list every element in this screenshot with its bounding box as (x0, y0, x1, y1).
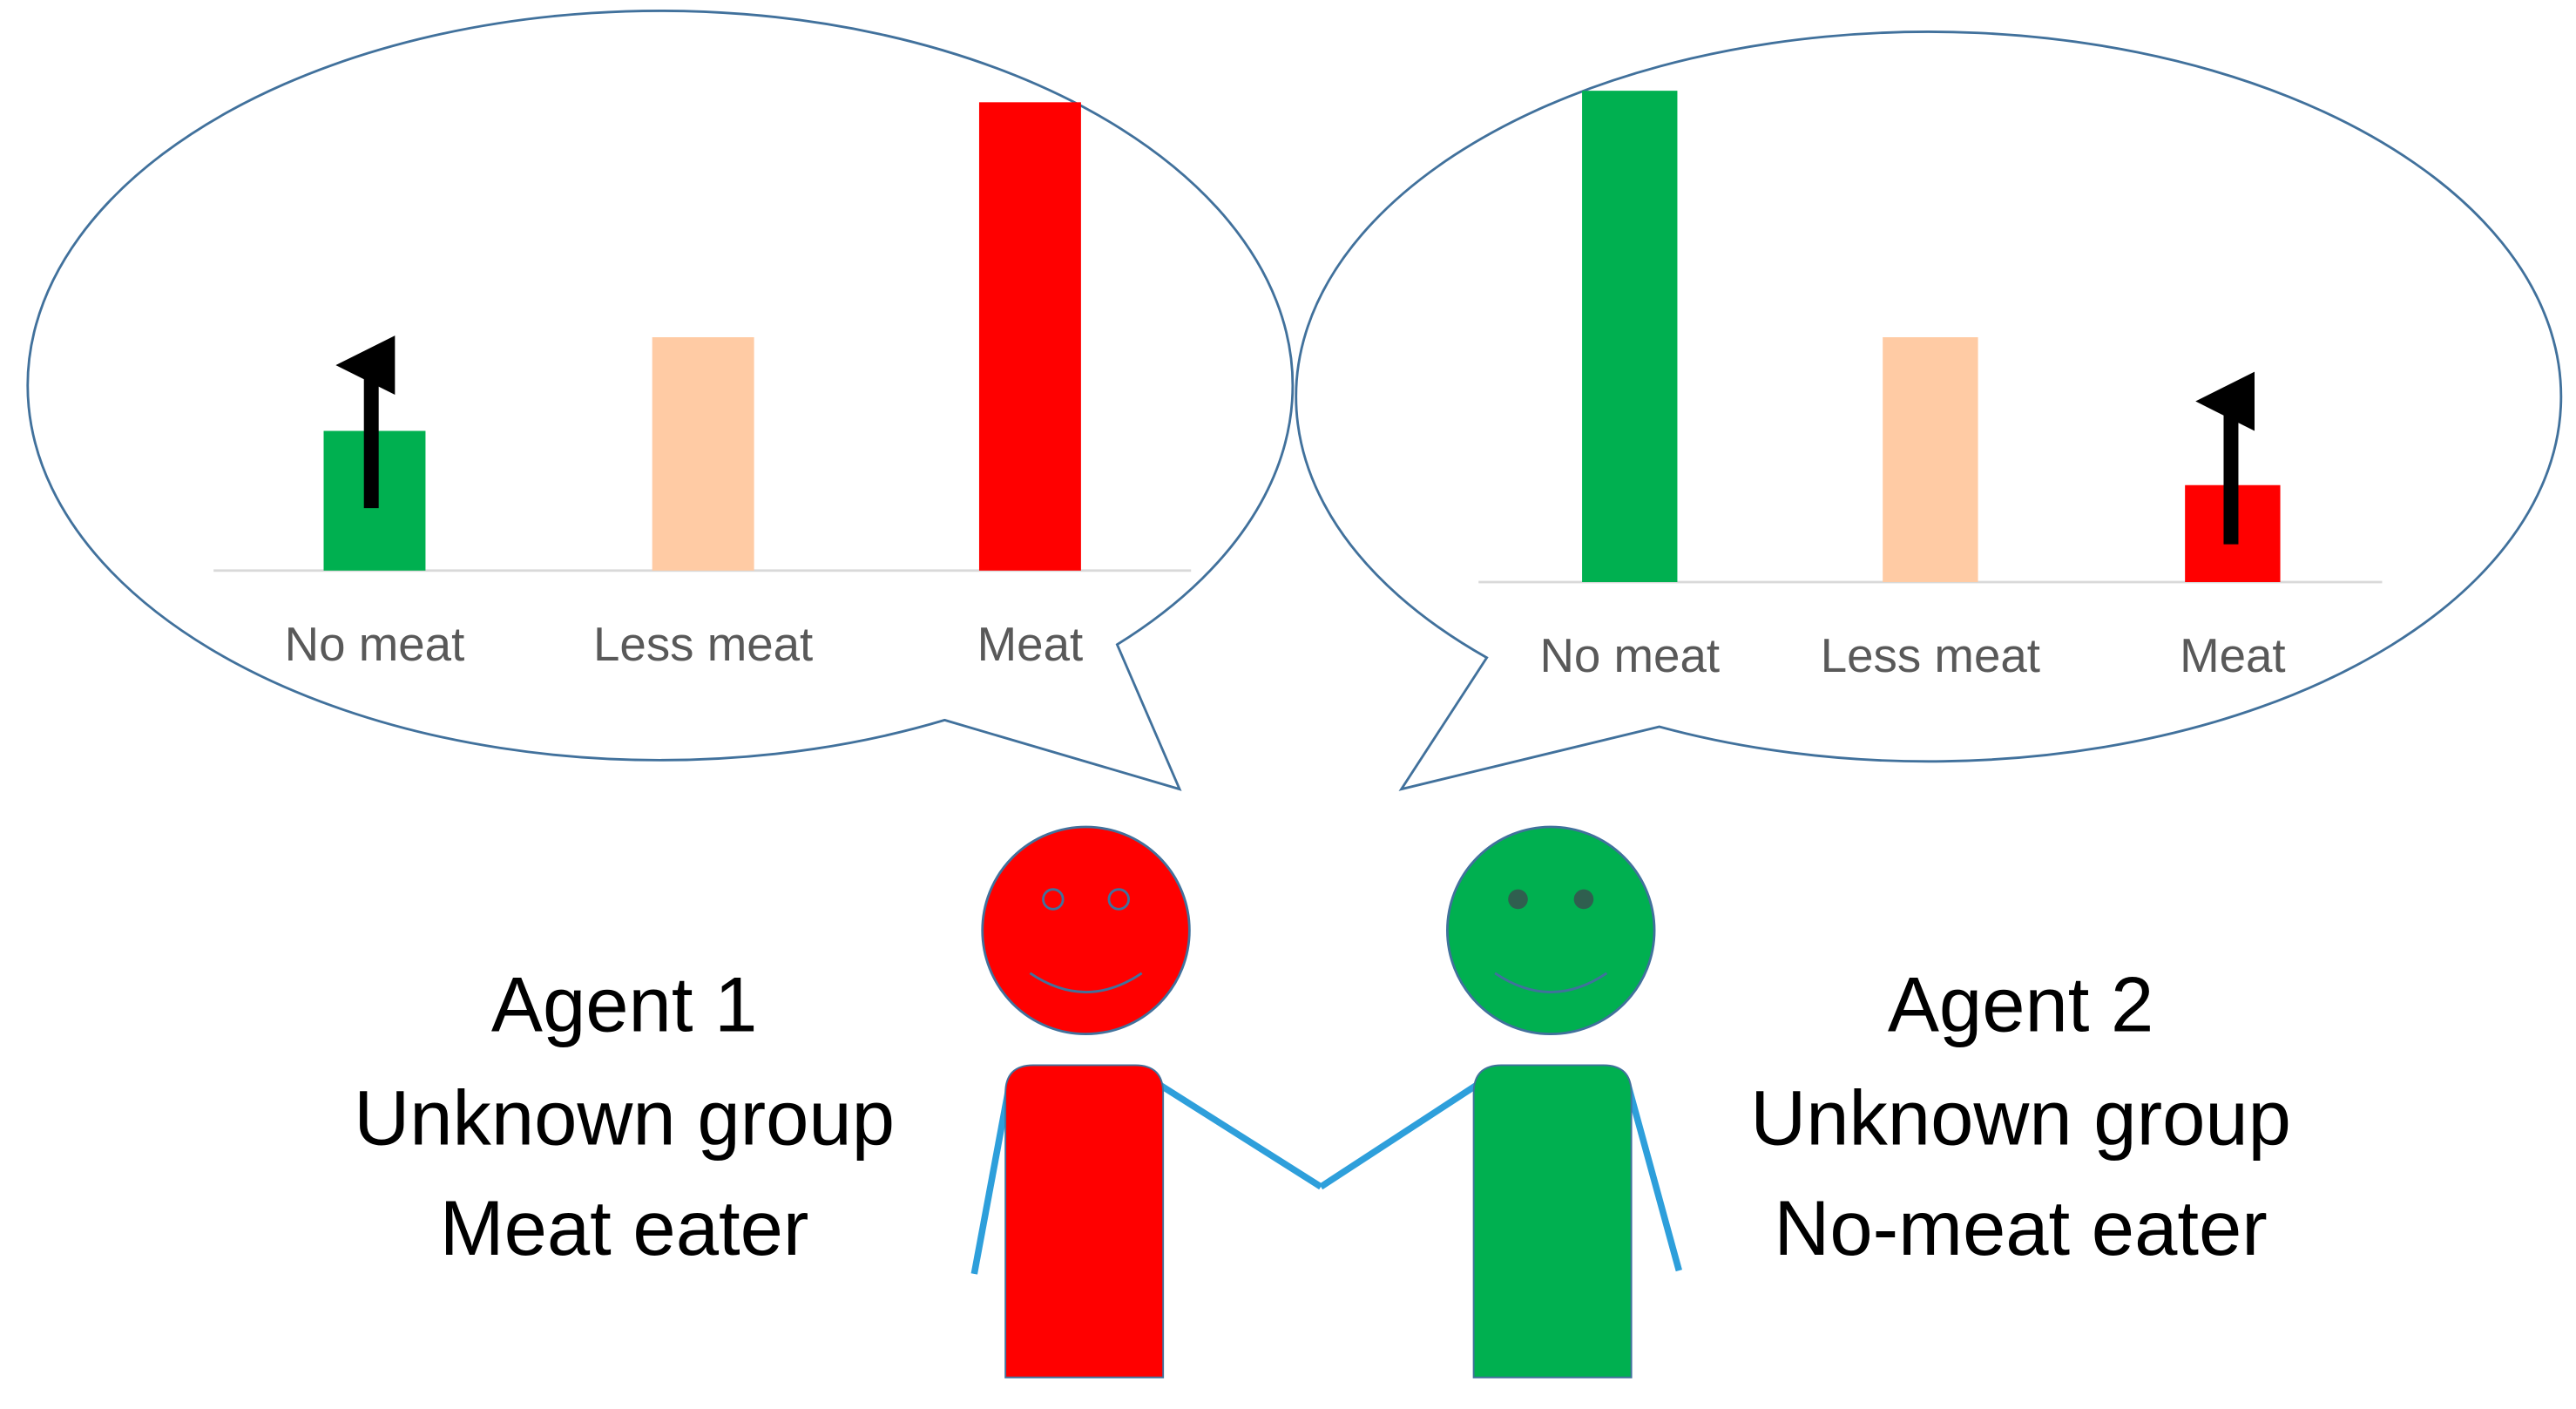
category-label: Less meat (1821, 628, 2040, 682)
agent-diet: Meat eater (440, 1185, 809, 1271)
agent-2-figure (1319, 825, 1682, 1379)
category-label: Less meat (593, 617, 813, 671)
bar (978, 102, 1081, 571)
agent-1-figure (970, 825, 1323, 1379)
bar (1883, 337, 1978, 583)
agent-name: Agent 1 (491, 962, 758, 1048)
agent-diet: No-meat eater (1774, 1185, 2267, 1271)
agent-group: Unknown group (354, 1075, 895, 1162)
category-label: Meat (977, 617, 1084, 671)
category-label: Meat (2180, 628, 2286, 682)
agent-name: Agent 2 (1888, 962, 2154, 1048)
category-label: No meat (1539, 628, 1720, 682)
agent-group: Unknown group (1750, 1075, 2291, 1162)
bar (1582, 91, 1678, 583)
category-label: No meat (285, 617, 465, 671)
bar (652, 337, 754, 571)
